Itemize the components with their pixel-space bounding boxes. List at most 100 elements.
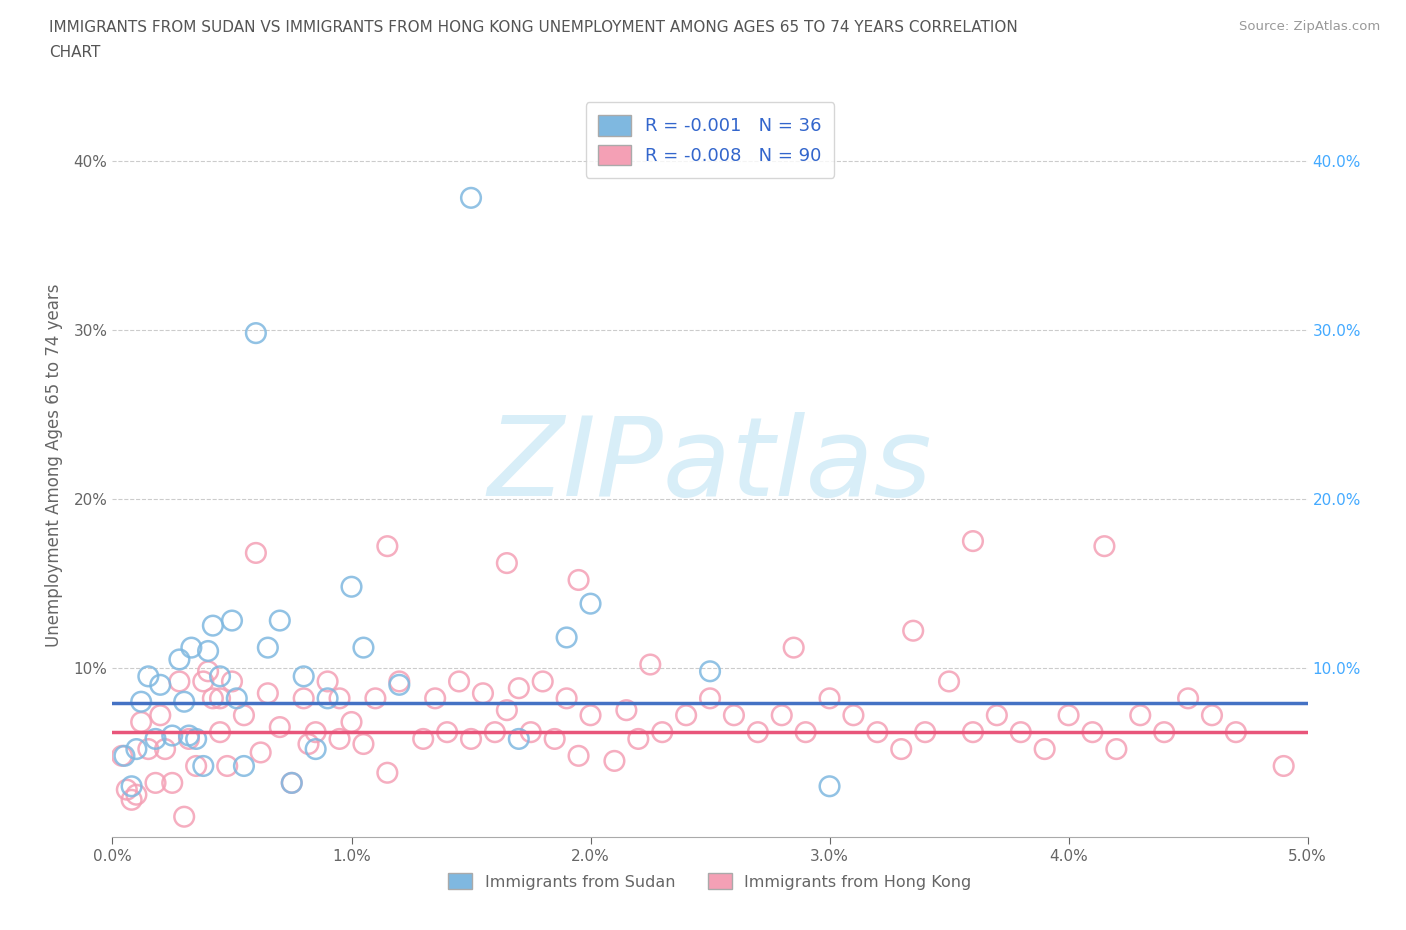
Point <box>340 714 363 729</box>
Point <box>747 724 769 739</box>
Point <box>603 753 626 768</box>
Point <box>1105 741 1128 756</box>
Point <box>201 691 224 706</box>
Point <box>316 691 339 706</box>
Point <box>531 674 554 689</box>
Point <box>675 708 697 723</box>
Point <box>699 691 721 706</box>
Point <box>162 728 183 743</box>
Point <box>145 776 167 790</box>
Point <box>169 652 191 667</box>
Point <box>568 749 591 764</box>
Point <box>938 674 960 689</box>
Point <box>353 640 375 655</box>
Point <box>125 788 148 803</box>
Point <box>209 724 232 739</box>
Point <box>1201 708 1223 723</box>
Point <box>193 674 215 689</box>
Point <box>281 776 304 790</box>
Point <box>1033 741 1056 756</box>
Point <box>149 677 172 692</box>
Point <box>579 596 602 611</box>
Point <box>555 691 578 706</box>
Y-axis label: Unemployment Among Ages 65 to 74 years: Unemployment Among Ages 65 to 74 years <box>45 284 62 646</box>
Point <box>297 737 319 751</box>
Text: ZIPatlas: ZIPatlas <box>488 411 932 519</box>
Point <box>723 708 745 723</box>
Point <box>388 677 411 692</box>
Point <box>209 691 232 706</box>
Point <box>197 644 219 658</box>
Point <box>340 579 363 594</box>
Point <box>866 724 889 739</box>
Point <box>496 703 519 718</box>
Point <box>1129 708 1152 723</box>
Point <box>842 708 865 723</box>
Point <box>388 674 411 689</box>
Point <box>221 674 243 689</box>
Point <box>173 809 195 824</box>
Point <box>233 708 256 723</box>
Point <box>316 674 339 689</box>
Point <box>233 759 256 774</box>
Point <box>245 326 267 340</box>
Point <box>962 534 984 549</box>
Point <box>472 685 495 700</box>
Point <box>496 555 519 570</box>
Point <box>627 732 650 747</box>
Point <box>153 741 176 756</box>
Point <box>245 546 267 561</box>
Text: Source: ZipAtlas.com: Source: ZipAtlas.com <box>1240 20 1381 33</box>
Point <box>425 691 447 706</box>
Point <box>305 741 328 756</box>
Text: IMMIGRANTS FROM SUDAN VS IMMIGRANTS FROM HONG KONG UNEMPLOYMENT AMONG AGES 65 TO: IMMIGRANTS FROM SUDAN VS IMMIGRANTS FROM… <box>49 20 1018 35</box>
Point <box>225 691 247 706</box>
Point <box>568 573 591 588</box>
Point <box>269 720 291 735</box>
Point <box>305 724 328 739</box>
Point <box>914 724 936 739</box>
Point <box>193 759 215 774</box>
Point <box>353 737 375 751</box>
Point <box>209 669 232 684</box>
Point <box>129 695 152 710</box>
Point <box>269 613 291 628</box>
Point <box>412 732 434 747</box>
Point <box>173 695 195 710</box>
Point <box>201 618 224 633</box>
Point <box>180 640 202 655</box>
Point <box>162 776 183 790</box>
Point <box>962 724 984 739</box>
Point <box>221 613 243 628</box>
Point <box>121 792 143 807</box>
Point <box>436 724 458 739</box>
Point <box>460 732 482 747</box>
Point <box>770 708 793 723</box>
Point <box>555 630 578 644</box>
Point <box>364 691 387 706</box>
Point <box>1177 691 1199 706</box>
Point <box>1081 724 1104 739</box>
Point <box>818 778 841 793</box>
Point <box>111 749 134 764</box>
Point <box>616 703 638 718</box>
Point <box>890 741 912 756</box>
Point <box>149 708 172 723</box>
Point <box>186 732 208 747</box>
Point <box>818 691 841 706</box>
Point <box>484 724 506 739</box>
Point <box>138 669 160 684</box>
Point <box>783 640 806 655</box>
Point <box>145 732 167 747</box>
Point <box>249 745 271 760</box>
Point <box>1153 724 1175 739</box>
Point <box>217 759 239 774</box>
Point <box>169 674 191 689</box>
Point <box>508 732 530 747</box>
Point <box>1010 724 1032 739</box>
Point <box>281 776 304 790</box>
Point <box>177 728 200 743</box>
Point <box>114 749 135 764</box>
Point <box>794 724 817 739</box>
Point <box>125 741 148 756</box>
